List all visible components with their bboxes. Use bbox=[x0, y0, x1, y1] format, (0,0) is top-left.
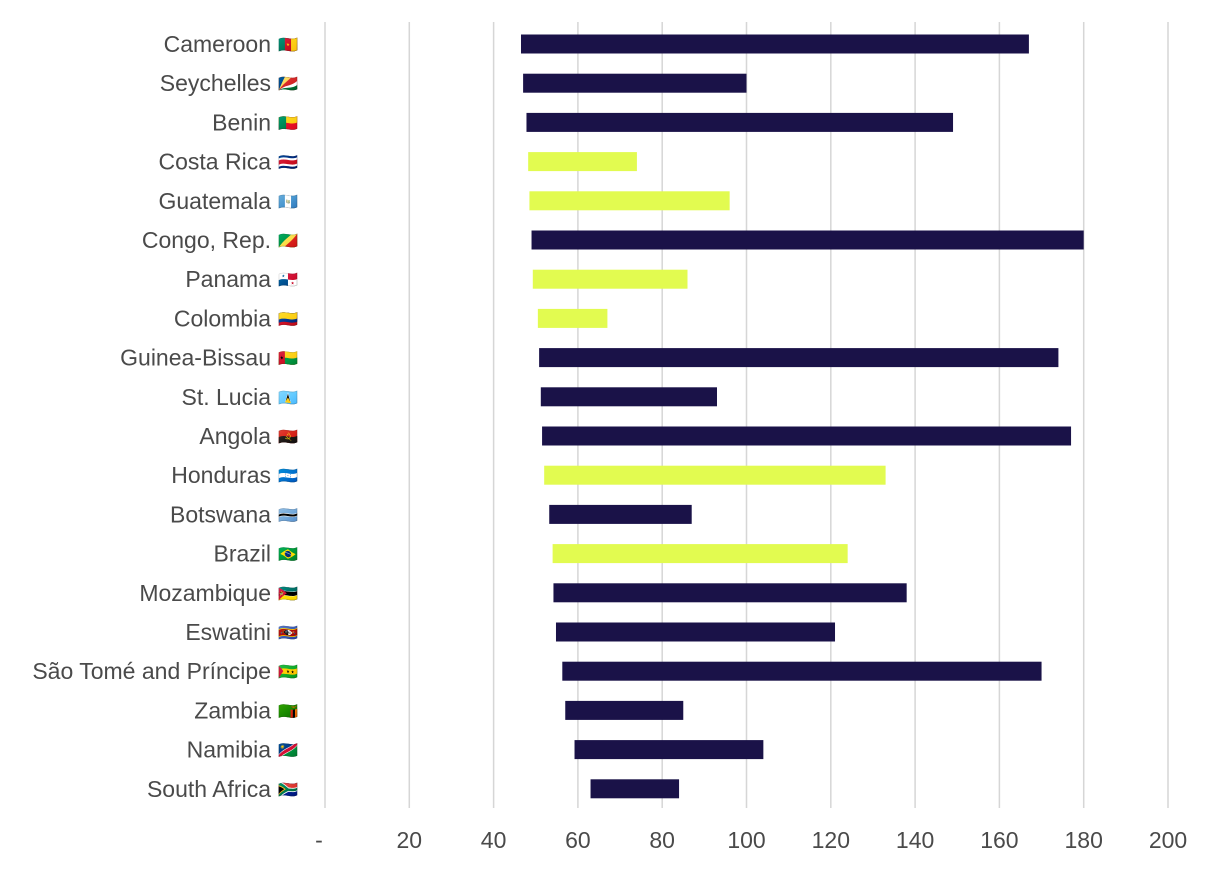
flag-icon: 🇦🇴 bbox=[278, 428, 298, 446]
category-label: Brazil bbox=[213, 541, 271, 567]
bar bbox=[552, 544, 848, 564]
flag-icon: 🇭🇳 bbox=[278, 467, 298, 485]
category-label: Honduras bbox=[171, 462, 271, 488]
x-tick-label: 60 bbox=[565, 827, 591, 853]
category-label: St. Lucia bbox=[182, 384, 272, 410]
flag-icon: 🇨🇲 bbox=[278, 36, 298, 54]
flag-icon: 🇨🇷 bbox=[278, 154, 298, 172]
x-tick-label: 160 bbox=[980, 827, 1018, 853]
bar bbox=[542, 426, 1072, 446]
flag-icon: 🇨🇬 bbox=[278, 232, 298, 250]
category-label: Eswatini bbox=[185, 619, 271, 645]
x-tick-label: 180 bbox=[1065, 827, 1103, 853]
x-tick-label: 40 bbox=[481, 827, 507, 853]
flag-icon: 🇲🇿 bbox=[278, 585, 298, 603]
bar bbox=[590, 779, 680, 799]
bar bbox=[528, 152, 637, 172]
flag-icon: 🇳🇦 bbox=[278, 742, 298, 760]
flag-icon: 🇸🇹 bbox=[278, 663, 298, 681]
flag-icon: 🇬🇼 bbox=[278, 350, 298, 368]
x-tick-label: 200 bbox=[1149, 827, 1187, 853]
bar bbox=[523, 73, 747, 93]
flag-icon: 🇿🇦 bbox=[278, 781, 298, 799]
bar bbox=[526, 112, 954, 132]
gridlines bbox=[324, 22, 1169, 808]
x-tick-label: 140 bbox=[896, 827, 934, 853]
x-tick-label: 120 bbox=[812, 827, 850, 853]
category-label: São Tomé and Príncipe bbox=[32, 658, 271, 684]
category-label: Costa Rica bbox=[159, 149, 272, 175]
bar bbox=[555, 622, 836, 642]
category-label: Guinea-Bissau bbox=[120, 345, 271, 371]
category-label: Namibia bbox=[187, 737, 272, 763]
x-tick-label: 80 bbox=[649, 827, 675, 853]
bar bbox=[537, 308, 608, 328]
flag-icon: 🇸🇨 bbox=[278, 75, 298, 93]
flag-icon: 🇧🇼 bbox=[278, 506, 298, 524]
flag-icon: 🇵🇦 bbox=[278, 271, 298, 289]
bar bbox=[565, 700, 684, 720]
flag-icon: 🇧🇷 bbox=[278, 546, 298, 564]
category-label: South Africa bbox=[147, 776, 271, 802]
category-label: Colombia bbox=[174, 305, 271, 331]
bar bbox=[574, 740, 764, 760]
flag-icon: 🇱🇨 bbox=[278, 389, 298, 407]
flag-icon: 🇿🇲 bbox=[278, 702, 298, 720]
x-axis-ticks: - 20 40 60 80 100 120 140 160 180 200 bbox=[315, 827, 1187, 853]
flag-icon: 🇸🇿 bbox=[278, 624, 298, 642]
category-label: Cameroon bbox=[164, 31, 271, 57]
category-label: Botswana bbox=[170, 501, 271, 527]
category-label: Panama bbox=[185, 266, 271, 292]
flag-icon: 🇬🇹 bbox=[278, 193, 298, 211]
x-tick-label: - bbox=[315, 827, 323, 853]
bar bbox=[544, 465, 886, 485]
category-label: Seychelles bbox=[160, 70, 271, 96]
bar bbox=[549, 504, 692, 524]
bar bbox=[553, 583, 907, 603]
bar bbox=[540, 387, 717, 407]
flag-icon: 🇧🇯 bbox=[278, 114, 298, 132]
category-label: Mozambique bbox=[139, 580, 271, 606]
category-labels: Cameroon 🇨🇲 Seychelles 🇸🇨 Benin 🇧🇯 Costa Rica 🇨… bbox=[32, 31, 298, 802]
bar bbox=[539, 348, 1059, 368]
bar bbox=[529, 191, 730, 211]
category-label: Congo, Rep. bbox=[142, 227, 271, 253]
category-label: Benin bbox=[212, 109, 271, 135]
flag-icon: 🇨🇴 bbox=[278, 310, 298, 328]
x-tick-label: 100 bbox=[727, 827, 765, 853]
bar bbox=[532, 269, 688, 289]
x-tick-label: 20 bbox=[397, 827, 423, 853]
category-label: Angola bbox=[199, 423, 271, 449]
category-label: Zambia bbox=[194, 697, 271, 723]
bar bbox=[520, 34, 1029, 54]
bars bbox=[520, 34, 1084, 799]
category-label: Guatemala bbox=[158, 188, 271, 214]
bar bbox=[562, 661, 1042, 681]
bar bbox=[531, 230, 1084, 250]
